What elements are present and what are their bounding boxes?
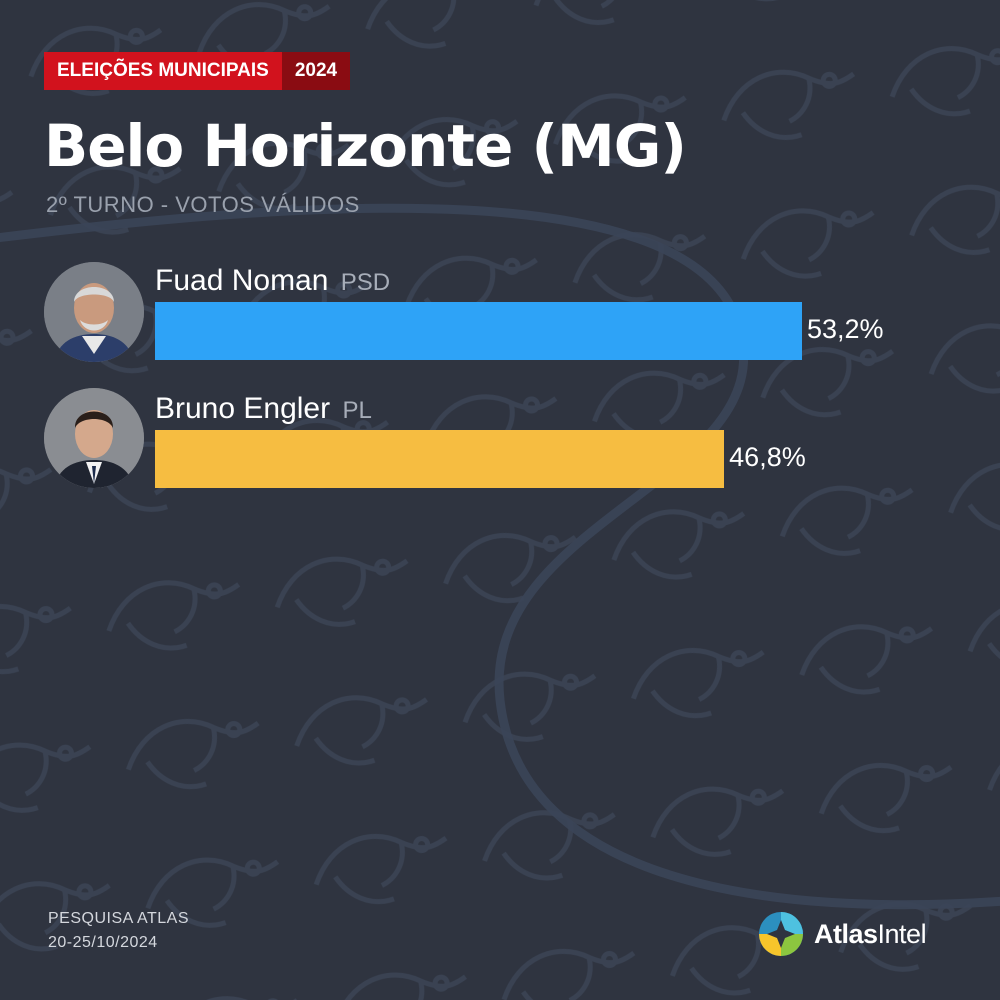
logo-wordmark: AtlasIntel (814, 918, 927, 950)
bar-bruno-engler (155, 430, 725, 488)
logo-word-intel: Intel (877, 918, 927, 949)
bar-value-fuad-noman: 53,2% (807, 314, 884, 344)
candidate-photo-icon (44, 388, 144, 488)
candidate-photo-icon (44, 262, 144, 362)
candidate-name: Bruno Engler (155, 392, 331, 425)
bar-fuad-noman (155, 302, 802, 360)
page-subtitle: 2º TURNO - VOTOS VÁLIDOS (46, 192, 360, 217)
atlasintel-logo-icon (759, 912, 803, 956)
candidate-party: PSD (340, 269, 391, 296)
candidate-name: Fuad Noman (155, 264, 329, 297)
badge-label: ELEIÇÕES MUNICIPAIS (44, 52, 282, 90)
survey-name: PESQUISA ATLAS (48, 910, 189, 927)
election-badge: ELEIÇÕES MUNICIPAIS 2024 (44, 52, 351, 90)
candidate-label-2: Bruno Engler PL (155, 392, 372, 426)
badge-year: 2024 (281, 52, 351, 90)
atlasintel-logo: AtlasIntel (758, 911, 927, 957)
survey-source: PESQUISA ATLAS 20-25/10/2024 (48, 907, 189, 955)
candidate-avatar-bruno-engler (44, 388, 144, 488)
candidate-avatar-fuad-noman (44, 262, 144, 362)
survey-dates: 20-25/10/2024 (48, 934, 158, 951)
page-title: Belo Horizonte (MG) (44, 112, 687, 180)
candidate-party: PL (342, 397, 372, 424)
candidate-label-1: Fuad Noman PSD (155, 264, 390, 298)
bar-value-bruno-engler: 46,8% (729, 442, 806, 472)
logo-word-atlas: Atlas (814, 918, 878, 949)
